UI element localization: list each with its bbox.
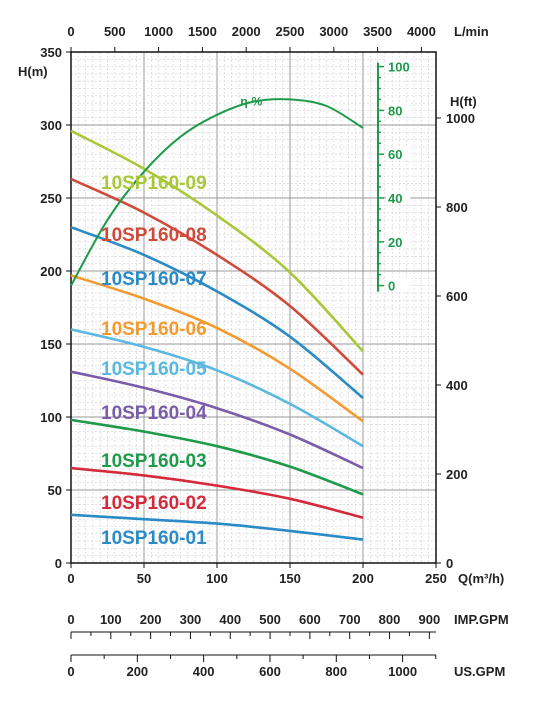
grid [70,51,437,564]
efficiency-tick-label: 20 [388,235,402,250]
x-tick-label: 0 [67,571,74,586]
y-tick-label: 0 [55,556,62,571]
scale-unit-label: US.GPM [454,664,505,679]
series-label-10sp160-08: 10SP160-08 [101,225,207,246]
efficiency-tick-bg [386,233,410,248]
top-axis-label: L/min [454,24,489,39]
scale-tick-label: 600 [259,664,281,679]
right-tick-label: 200 [446,467,468,482]
efficiency-tick-label: 100 [388,60,410,75]
series-labels: 10SP160-01 10SP160-02 10SP160-03 10SP160-04… [101,173,207,549]
x-tick-label: 50 [137,571,151,586]
top-tick-label: 3500 [363,24,392,39]
scale-tick-label: 100 [100,612,122,627]
right-tick-label: 400 [446,378,468,393]
scale-tick-label: 200 [126,664,148,679]
curve-10sp160-01 [70,513,364,541]
scale-tick-label: 500 [259,612,281,627]
y-tick-label: 50 [48,483,62,498]
curve-10sp160-03 [70,418,364,496]
y-tick-label: 350 [40,45,62,60]
scale-tick-label: 600 [299,612,321,627]
series-label-10sp160-04: 10SP160-04 [101,403,207,424]
top-tick-label: 3000 [319,24,348,39]
series-label-10sp160-07: 10SP160-07 [101,269,207,290]
top-tick-label: 0 [67,24,74,39]
efficiency-tick-label: 0 [388,279,395,294]
y-tick-label: 300 [40,118,62,133]
top-tick-label: 1500 [188,24,217,39]
scale-tick-label: 200 [140,612,162,627]
efficiency-tick-bg [386,146,410,161]
scale-tick-label: 400 [193,664,215,679]
efficiency-tick-bg [386,277,410,292]
efficiency-axis: 0 20 40 60 80 100 [377,58,410,294]
curve-10sp160-05 [70,328,364,448]
bottom-scales: 0 100 200 300 400 500 600 700 800 900 IMP.GPM 0 200 4… [67,612,508,679]
top-tick-label: 500 [104,24,126,39]
scale-tick-label: 400 [219,612,241,627]
y-axis-label: H(m) [18,64,48,79]
axes [66,47,441,568]
scale-tick-label: 0 [67,664,74,679]
efficiency-tick-label: 80 [388,103,402,118]
curve-10sp160-07 [70,225,364,399]
curve-10sp160-04 [70,370,364,470]
series-label-10sp160-09: 10SP160-09 [101,173,207,194]
efficiency-tick-bg [386,102,410,117]
efficiency-tick-bg [386,190,410,204]
x-tick-label: 150 [279,571,301,586]
top-tick-label: 2500 [276,24,305,39]
efficiency-tick-label: 40 [388,191,402,206]
x-tick-label: 100 [206,571,228,586]
scale-tick-label: 800 [325,664,347,679]
series-label-10sp160-01: 10SP160-01 [101,528,207,549]
right-tick-label: 1000 [446,111,475,126]
scale-tick-label: 300 [180,612,202,627]
scale-tick-label: 0 [67,612,74,627]
scale-unit-label: IMP.GPM [454,612,509,627]
y-tick-label: 200 [40,264,62,279]
y-tick-label: 250 [40,191,62,206]
curve-10sp160-09 [70,129,364,353]
curve-10sp160-02 [70,466,364,519]
right-tick-label: 800 [446,200,468,215]
efficiency-curve-label: η-% [240,95,262,109]
x-tick-label: 250 [425,571,447,586]
x-tick-label: 200 [352,571,374,586]
series-label-10sp160-03: 10SP160-03 [101,451,207,472]
series-label-10sp160-05: 10SP160-05 [101,359,207,380]
right-axis-label: H(ft) [450,94,477,109]
efficiency-curve [70,98,364,287]
y-tick-label: 150 [40,337,62,352]
curve-10sp160-08 [70,177,364,376]
efficiency-tick-bg [386,58,410,73]
efficiency-curve-group: η-% [70,95,364,287]
top-tick-label: 4000 [407,24,436,39]
curve-10sp160-06 [70,274,364,423]
scale-tick-label: 700 [339,612,361,627]
head-curves [70,129,364,541]
top-tick-label: 1000 [144,24,173,39]
plot-frame [70,51,437,564]
y-tick-label: 100 [40,410,62,425]
right-tick-label: 600 [446,289,468,304]
series-label-10sp160-06: 10SP160-06 [101,319,207,340]
series-label-10sp160-02: 10SP160-02 [101,493,207,514]
right-tick-label: 0 [446,556,453,571]
x-axis-label: Q(m³/h) [458,571,504,586]
scale-tick-label: 800 [379,612,401,627]
scale-tick-label: 1000 [388,664,417,679]
scale-tick-label: 900 [418,612,440,627]
top-tick-label: 2000 [232,24,261,39]
efficiency-tick-label: 60 [388,147,402,162]
tick-labels: 0 50 100 150 200 250 Q(m³/h)050100150200250300… [18,24,504,586]
